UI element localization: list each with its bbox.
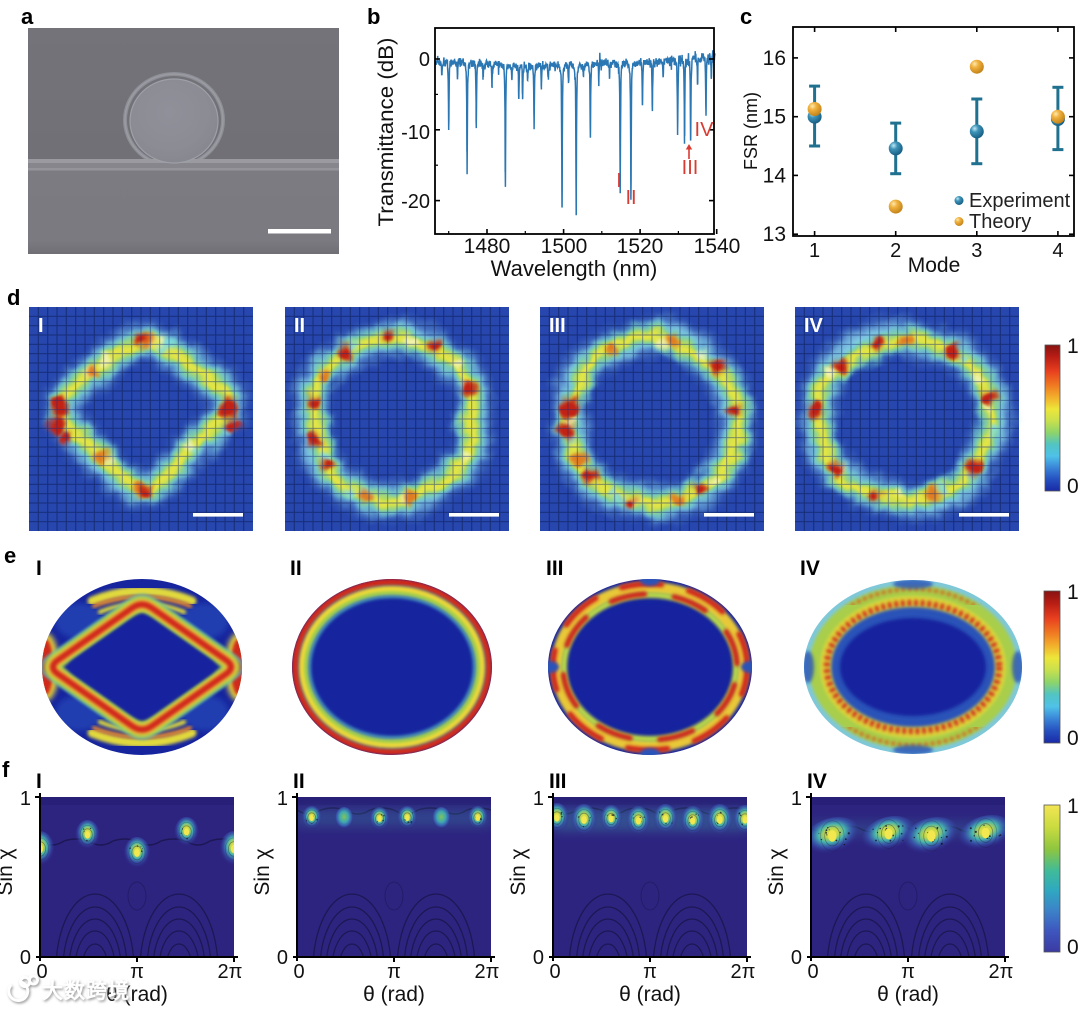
- svg-text:0: 0: [791, 947, 802, 969]
- svg-text:π: π: [387, 961, 401, 983]
- svg-text:2: 2: [890, 240, 901, 262]
- svg-text:2π: 2π: [218, 961, 243, 983]
- svg-text:I: I: [36, 770, 42, 793]
- svg-text:1540: 1540: [694, 235, 741, 258]
- svg-text:1: 1: [1067, 581, 1079, 604]
- svg-text:0: 0: [293, 961, 304, 983]
- svg-text:大数跨境: 大数跨境: [42, 979, 130, 1003]
- svg-text:III: III: [682, 157, 699, 179]
- svg-text:-10: -10: [401, 122, 430, 144]
- svg-text:III: III: [549, 315, 566, 337]
- svg-text:IV: IV: [695, 119, 715, 141]
- svg-text:II: II: [293, 770, 305, 793]
- svg-text:1: 1: [277, 788, 288, 810]
- svg-text:π: π: [901, 961, 915, 983]
- svg-text:0: 0: [549, 961, 560, 983]
- svg-text:1500: 1500: [541, 235, 588, 258]
- svg-text:2π: 2π: [731, 961, 756, 983]
- svg-text:0: 0: [533, 947, 544, 969]
- svg-text:1480: 1480: [464, 235, 511, 258]
- svg-text:Wavelength (nm): Wavelength (nm): [491, 256, 658, 281]
- svg-text:II: II: [625, 187, 636, 209]
- svg-text:Experiment: Experiment: [969, 190, 1071, 212]
- svg-text:θ (rad): θ (rad): [877, 983, 939, 1006]
- svg-text:θ (rad): θ (rad): [363, 983, 425, 1006]
- svg-text:0: 0: [419, 49, 430, 71]
- svg-text:0: 0: [36, 961, 47, 983]
- svg-text:2π: 2π: [475, 961, 500, 983]
- svg-text:14: 14: [763, 164, 787, 187]
- svg-text:Transmittance (dB): Transmittance (dB): [375, 38, 398, 227]
- svg-text:1520: 1520: [617, 235, 664, 258]
- svg-text:0: 0: [277, 947, 288, 969]
- svg-text:Mode: Mode: [908, 254, 961, 277]
- svg-text:Sin χ: Sin χ: [0, 848, 17, 895]
- svg-text:Sin χ: Sin χ: [765, 848, 788, 895]
- svg-text:0: 0: [1067, 475, 1079, 498]
- svg-text:FSR (nm): FSR (nm): [741, 92, 761, 170]
- svg-text:III: III: [549, 770, 567, 793]
- svg-text:0: 0: [807, 961, 818, 983]
- svg-text:1: 1: [809, 240, 820, 262]
- svg-text:15: 15: [763, 106, 786, 129]
- svg-text:I: I: [616, 170, 622, 192]
- svg-text:π: π: [643, 961, 657, 983]
- svg-text:2π: 2π: [989, 961, 1014, 983]
- svg-text:θ (rad): θ (rad): [106, 983, 168, 1006]
- svg-text:1: 1: [20, 788, 31, 810]
- svg-text:IV: IV: [807, 770, 827, 793]
- svg-text:1: 1: [533, 788, 544, 810]
- svg-text:4: 4: [1052, 240, 1063, 262]
- svg-text:Sin χ: Sin χ: [251, 848, 274, 895]
- svg-text:-20: -20: [401, 191, 430, 213]
- svg-text:0: 0: [1067, 936, 1079, 959]
- svg-text:0: 0: [1067, 727, 1079, 750]
- svg-text:IV: IV: [804, 315, 824, 337]
- svg-text:1: 1: [791, 788, 802, 810]
- svg-text:π: π: [130, 961, 144, 983]
- svg-text:θ (rad): θ (rad): [619, 983, 681, 1006]
- svg-text:13: 13: [763, 223, 786, 246]
- svg-text:Theory: Theory: [969, 211, 1031, 233]
- svg-text:3: 3: [971, 240, 982, 262]
- svg-text:16: 16: [763, 47, 786, 70]
- svg-text:Sin χ: Sin χ: [507, 848, 530, 895]
- svg-text:I: I: [38, 315, 44, 337]
- svg-text:1: 1: [1067, 795, 1079, 818]
- svg-text:II: II: [294, 315, 305, 337]
- svg-text:0: 0: [20, 947, 31, 969]
- svg-text:1: 1: [1067, 335, 1079, 358]
